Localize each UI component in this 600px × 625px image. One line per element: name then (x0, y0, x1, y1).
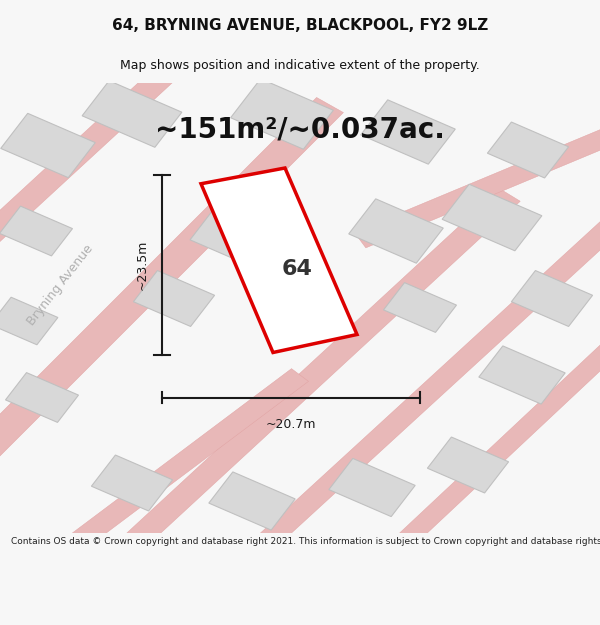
Polygon shape (190, 209, 266, 262)
Polygon shape (5, 372, 79, 423)
Polygon shape (209, 472, 295, 530)
Polygon shape (354, 119, 600, 248)
Polygon shape (349, 199, 443, 263)
Text: Map shows position and indicative extent of the property.: Map shows position and indicative extent… (120, 59, 480, 72)
Text: 64: 64 (281, 259, 313, 279)
Polygon shape (487, 122, 569, 178)
Polygon shape (0, 98, 343, 472)
Polygon shape (52, 369, 308, 561)
Text: 64, BRYNING AVENUE, BLACKPOOL, FY2 9LZ: 64, BRYNING AVENUE, BLACKPOOL, FY2 9LZ (112, 18, 488, 33)
Polygon shape (511, 271, 593, 326)
Polygon shape (82, 81, 182, 148)
Polygon shape (0, 206, 73, 256)
Text: Contains OS data © Crown copyright and database right 2021. This information is : Contains OS data © Crown copyright and d… (11, 537, 600, 546)
Polygon shape (91, 455, 173, 511)
Polygon shape (427, 437, 509, 493)
Polygon shape (0, 298, 58, 345)
Polygon shape (230, 79, 334, 149)
Polygon shape (479, 346, 565, 404)
Polygon shape (201, 168, 357, 352)
Polygon shape (110, 189, 520, 561)
Text: ~151m²/~0.037ac.: ~151m²/~0.037ac. (155, 116, 445, 144)
Text: ~23.5m: ~23.5m (136, 239, 149, 290)
Polygon shape (329, 458, 415, 517)
Polygon shape (0, 54, 190, 260)
Text: Bryning Avenue: Bryning Avenue (25, 242, 95, 328)
Polygon shape (382, 325, 600, 560)
Polygon shape (361, 100, 455, 164)
Polygon shape (442, 184, 542, 251)
Polygon shape (383, 282, 457, 332)
Polygon shape (243, 202, 600, 561)
Text: ~20.7m: ~20.7m (266, 418, 316, 431)
Polygon shape (1, 113, 95, 178)
Polygon shape (133, 271, 215, 326)
